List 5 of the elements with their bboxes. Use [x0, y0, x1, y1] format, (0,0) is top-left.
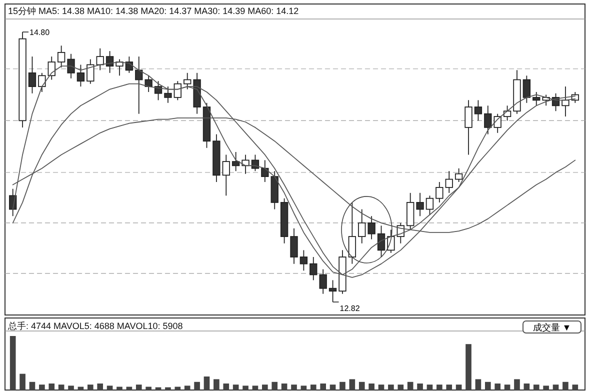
chart-title: 总手: 4744 MAVOL5: 4688 MAVOL10: 5908 — [7, 321, 183, 331]
annotation: 14.80 — [30, 28, 50, 37]
chart-title: 15分钟 MA5: 14.38 MA10: 14.38 MA20: 14.37 MA30: 14.39 MA60: 14.12 — [8, 6, 299, 16]
text: 成交量 ▼ — [532, 322, 572, 332]
text: 12.82 — [340, 304, 360, 313]
